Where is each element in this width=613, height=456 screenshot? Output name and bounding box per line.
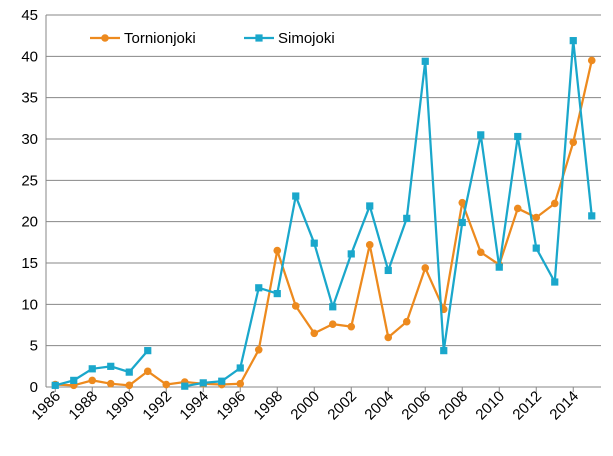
data-point-simojoki: [329, 303, 337, 311]
x-tick-label: 1992: [139, 388, 175, 424]
data-point-tornionjoki: [310, 329, 319, 338]
data-point-tornionjoki: [476, 248, 485, 257]
x-tick-label: 2004: [361, 388, 397, 424]
data-point-simojoki: [125, 368, 133, 376]
y-tick-label: 45: [21, 7, 38, 24]
data-point-simojoki: [347, 250, 355, 258]
data-point-simojoki: [551, 278, 559, 286]
data-point-simojoki: [144, 347, 152, 355]
legend-item-simojoki: Simojoki: [244, 30, 335, 47]
data-point-simojoki: [51, 381, 59, 389]
y-axis-ticks: 0 5 10 15 20 25 30 35 40 45: [21, 7, 38, 396]
axes: [45, 15, 601, 388]
x-tick-label: 1988: [65, 388, 101, 424]
data-point-simojoki: [255, 284, 263, 292]
data-point-tornionjoki: [328, 320, 337, 328]
x-tick-label: 2014: [546, 388, 582, 424]
data-point-simojoki: [477, 131, 485, 139]
data-point-tornionjoki: [106, 379, 115, 388]
x-tick-label: 1990: [102, 388, 138, 424]
data-point-simojoki: [384, 266, 392, 275]
data-point-tornionjoki: [569, 138, 578, 147]
data-point-tornionjoki: [513, 204, 522, 213]
gridlines: [46, 14, 601, 388]
data-point-simojoki: [532, 244, 540, 252]
data-point-tornionjoki: [143, 367, 152, 376]
data-point-simojoki: [310, 239, 318, 247]
series-line-tornionjoki: [55, 60, 593, 387]
data-point-simojoki: [403, 214, 411, 222]
data-point-simojoki: [421, 57, 429, 65]
legend-label: Simojoki: [278, 30, 335, 47]
x-axis-ticks: 1986 1988 1990 1992 1994 1996 1998 2000 2002 2004…: [28, 387, 582, 423]
data-point-simojoki: [107, 362, 115, 370]
y-tick-label: 25: [21, 172, 38, 189]
x-tick-label: 1998: [250, 388, 286, 424]
x-tick-label: 2008: [435, 388, 471, 424]
data-point-simojoki: [181, 382, 189, 390]
data-point-tornionjoki: [384, 333, 393, 342]
legend: Tornionjoki Simojoki: [90, 30, 335, 47]
data-point-tornionjoki: [254, 346, 263, 354]
legend-marker: [101, 34, 109, 42]
data-point-tornionjoki: [587, 56, 596, 65]
x-tick-label: 1996: [213, 388, 249, 424]
y-tick-label: 0: [30, 379, 38, 396]
series-line-simojoki: [54, 349, 149, 387]
legend-marker: [255, 34, 263, 42]
data-point-simojoki: [199, 379, 207, 387]
data-point-simojoki: [70, 376, 78, 384]
data-point-tornionjoki: [458, 198, 467, 207]
data-point-tornionjoki: [365, 241, 374, 249]
x-tick-label: 2002: [324, 388, 360, 424]
series-tornionjoki: [51, 56, 596, 390]
series-simojoki: [51, 37, 596, 390]
y-tick-label: 35: [21, 90, 38, 107]
data-point-simojoki: [88, 365, 96, 373]
data-point-simojoki: [458, 218, 466, 227]
data-point-simojoki: [495, 263, 503, 271]
data-point-tornionjoki: [162, 380, 171, 389]
y-tick-label: 20: [21, 214, 38, 231]
legend-item-tornionjoki: Tornionjoki: [90, 30, 196, 47]
legend-label: Tornionjoki: [124, 30, 196, 47]
data-point-tornionjoki: [550, 199, 559, 208]
y-tick-label: 5: [30, 338, 38, 355]
data-point-tornionjoki: [236, 379, 245, 388]
series-group: [51, 37, 596, 390]
data-point-simojoki: [273, 289, 281, 298]
data-point-simojoki: [440, 347, 448, 355]
data-point-tornionjoki: [532, 213, 541, 222]
x-tick-label: 1994: [176, 388, 212, 424]
y-tick-label: 15: [21, 255, 38, 272]
x-tick-label: 2012: [509, 388, 545, 424]
y-tick-label: 30: [21, 131, 38, 148]
data-point-tornionjoki: [347, 322, 356, 331]
data-point-tornionjoki: [421, 264, 430, 272]
data-point-simojoki: [514, 132, 522, 141]
data-point-tornionjoki: [88, 376, 97, 385]
x-tick-label: 2006: [398, 388, 434, 424]
data-point-simojoki: [218, 377, 226, 385]
data-point-simojoki: [292, 192, 300, 200]
data-point-tornionjoki: [125, 381, 134, 390]
x-tick-label: 2010: [472, 388, 508, 424]
data-point-tornionjoki: [273, 246, 282, 255]
data-point-simojoki: [366, 202, 374, 210]
y-tick-label: 10: [21, 296, 38, 313]
data-point-tornionjoki: [291, 302, 300, 310]
y-tick-label: 40: [21, 48, 38, 65]
data-point-tornionjoki: [402, 317, 411, 326]
data-point-simojoki: [569, 37, 577, 45]
data-point-simojoki: [236, 364, 244, 372]
x-tick-label: 2000: [287, 388, 323, 424]
data-point-simojoki: [588, 212, 596, 220]
